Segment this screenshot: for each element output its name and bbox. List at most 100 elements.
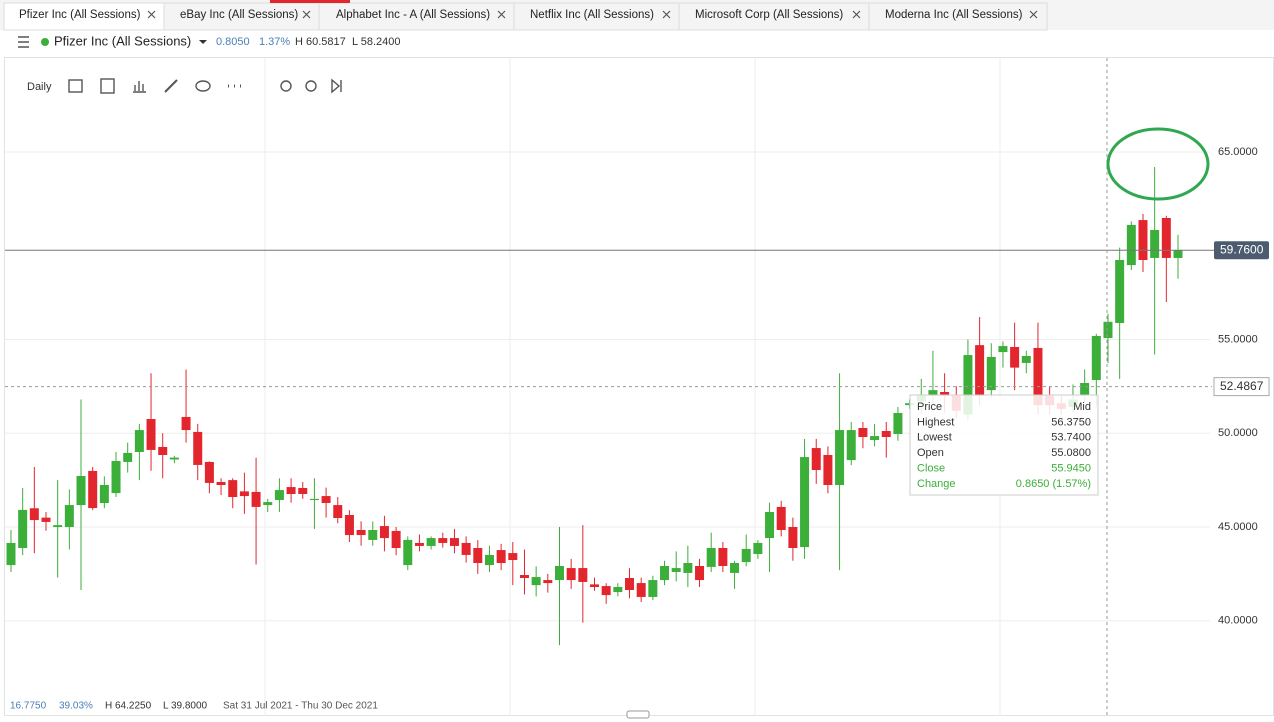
candle-body <box>356 530 366 536</box>
draw-icon[interactable] <box>164 79 178 93</box>
candle-body <box>753 542 763 554</box>
candle-body <box>940 392 950 396</box>
candle-body <box>368 530 378 540</box>
tab-close[interactable] <box>302 10 311 19</box>
tab[interactable] <box>868 2 1048 31</box>
tab-close[interactable] <box>147 10 156 19</box>
tab[interactable] <box>3 2 165 31</box>
scroll-end-icon[interactable] <box>331 78 342 94</box>
candle-body <box>379 526 389 539</box>
tab-close[interactable] <box>852 10 861 19</box>
candle-body <box>414 542 424 546</box>
menu-icon[interactable] <box>18 36 29 48</box>
candle-body <box>706 548 716 567</box>
candle-body <box>963 355 973 415</box>
tooltip-key: Highest <box>917 416 954 428</box>
candle-body <box>1126 224 1136 266</box>
candle-body <box>29 508 39 521</box>
tab-close[interactable] <box>662 10 671 19</box>
candle-body <box>554 566 564 581</box>
tab-label[interactable]: Netflix Inc (All Sessions) <box>530 9 654 21</box>
tooltip-value: 55.9450 <box>1051 463 1091 475</box>
candle-body <box>800 457 810 548</box>
tab-label[interactable]: Alphabet Inc - A (All Sessions) <box>336 9 490 21</box>
candle-body <box>788 527 798 548</box>
candle-body <box>975 345 985 396</box>
candle-body <box>531 577 541 586</box>
tooltip-key: Close <box>917 463 945 475</box>
tab-label[interactable]: Moderna Inc (All Sessions) <box>885 9 1023 21</box>
candle-body <box>286 487 296 494</box>
candle-body <box>671 568 681 572</box>
candle-body <box>625 578 635 590</box>
candle-body <box>566 568 576 581</box>
candle-body <box>251 491 261 507</box>
candle-body <box>169 457 179 460</box>
candle-body <box>344 515 354 536</box>
tab[interactable] <box>163 2 320 31</box>
candle-body <box>6 542 16 566</box>
zoom-in-icon[interactable] <box>305 80 317 92</box>
tooltip-key: Change <box>917 478 956 490</box>
candle-body <box>1033 347 1043 406</box>
header-high: H 60.5817 <box>295 36 346 48</box>
candle-body <box>99 485 109 503</box>
candle-body <box>1138 220 1148 260</box>
view-icon[interactable] <box>195 80 211 92</box>
candle-body <box>508 553 518 560</box>
candle-body <box>986 356 996 391</box>
candle-body <box>601 586 611 596</box>
candle-body <box>426 538 436 546</box>
candle-body <box>239 491 249 497</box>
indicator-icon[interactable] <box>133 81 146 93</box>
candle-body <box>893 413 903 434</box>
tooltip-box <box>909 394 1099 496</box>
candle-body <box>1103 321 1113 338</box>
candle-body <box>309 498 319 500</box>
tooltip-key: Price <box>917 401 942 413</box>
interval[interactable]: Daily <box>27 81 52 93</box>
candle-body <box>263 502 273 506</box>
dropdown-arrow[interactable] <box>199 40 207 44</box>
tab[interactable] <box>318 2 515 31</box>
calendar-icon[interactable] <box>68 79 83 93</box>
tab-label[interactable]: Pfizer Inc (All Sessions) <box>19 9 141 21</box>
resize-handle[interactable] <box>626 710 650 719</box>
tab[interactable] <box>513 2 680 31</box>
crosshair-box <box>1213 377 1270 397</box>
candle-body <box>484 554 494 566</box>
candle-body <box>765 512 775 539</box>
tab-close[interactable] <box>1029 10 1038 19</box>
tooltip-key: Lowest <box>917 432 952 444</box>
tab-indicator <box>270 0 350 3</box>
candle-body <box>695 566 705 581</box>
candle-body <box>1021 356 1031 363</box>
candle-body <box>636 583 646 597</box>
candle-body <box>461 542 471 555</box>
zoom-out-icon[interactable] <box>280 80 292 92</box>
layout-icon[interactable] <box>100 78 115 94</box>
tabs: Pfizer Inc (All Sessions) eBay Inc (All … <box>3 0 1048 31</box>
candle-body <box>274 490 284 500</box>
last-price-box <box>1214 241 1269 260</box>
candle-body <box>543 580 553 584</box>
tab-label[interactable]: eBay Inc (All Sessions) <box>180 9 298 21</box>
y-tick-label: 40.0000 <box>1218 615 1258 627</box>
candle-body <box>613 587 623 593</box>
candle-body <box>1161 218 1171 258</box>
footer-range: 16.7750 <box>10 701 47 712</box>
candle-body <box>835 430 845 485</box>
candle-body <box>1091 335 1101 380</box>
tab-close[interactable] <box>497 10 506 19</box>
instrument-name[interactable]: Pfizer Inc (All Sessions) <box>54 33 191 48</box>
candle-body <box>1173 250 1183 258</box>
candle-body <box>730 563 740 573</box>
tab[interactable] <box>678 2 870 31</box>
tooltip-key: Open <box>917 447 944 459</box>
candle-body <box>228 480 238 497</box>
candle-body <box>41 517 51 522</box>
annotation-circle <box>1106 127 1210 201</box>
plot: 40.0000 45.0000 50.0000 55.0000 65.0000 59.76… <box>5 58 1270 716</box>
tab-label[interactable]: Microsoft Corp (All Sessions) <box>695 9 843 21</box>
